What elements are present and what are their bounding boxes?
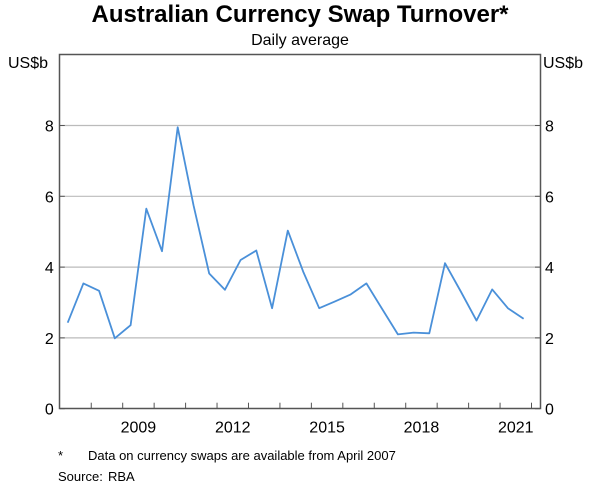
y-tick-label-right: 8 — [545, 119, 554, 136]
y-tick-label-left: 2 — [45, 331, 54, 348]
x-tick-label: 2012 — [215, 420, 251, 437]
x-tick-label: 2009 — [121, 420, 157, 437]
line-chart: 0 0 2 2 4 4 6 6 8 8 2009 2012 2015 2018 2021 US$b US$b — [8, 53, 583, 437]
plot-frame — [58, 53, 542, 410]
chart-title: Australian Currency Swap Turnover* — [91, 1, 509, 28]
footnote: * Data on currency swaps are available fr… — [58, 448, 396, 463]
chart-subtitle: Daily average — [251, 32, 349, 49]
y-axis-unit-right: US$b — [543, 55, 583, 72]
x-tick-label: 2015 — [309, 420, 345, 437]
y-tick-label-right: 2 — [545, 331, 554, 348]
footnote-text: Data on currency swaps are available fro… — [88, 448, 396, 463]
y-axis-unit-left: US$b — [8, 55, 48, 72]
y-tick-label-left: 4 — [45, 260, 54, 277]
series-line — [66, 126, 525, 340]
source-note: Source: RBA — [58, 469, 135, 484]
y-tick-label-left: 6 — [45, 189, 54, 206]
y-tick-label-left: 0 — [45, 402, 54, 419]
y-tick-label-right: 0 — [545, 402, 554, 419]
y-tick-label-right: 6 — [545, 189, 554, 206]
y-tick-label-left: 8 — [45, 119, 54, 136]
x-tick-label: 2021 — [498, 420, 534, 437]
y-tick-label-right: 4 — [545, 260, 554, 277]
source-text: RBA — [108, 469, 135, 484]
footnote-marker: * — [58, 448, 64, 463]
x-tick-label: 2018 — [404, 420, 440, 437]
source-label: Source: — [58, 469, 103, 484]
